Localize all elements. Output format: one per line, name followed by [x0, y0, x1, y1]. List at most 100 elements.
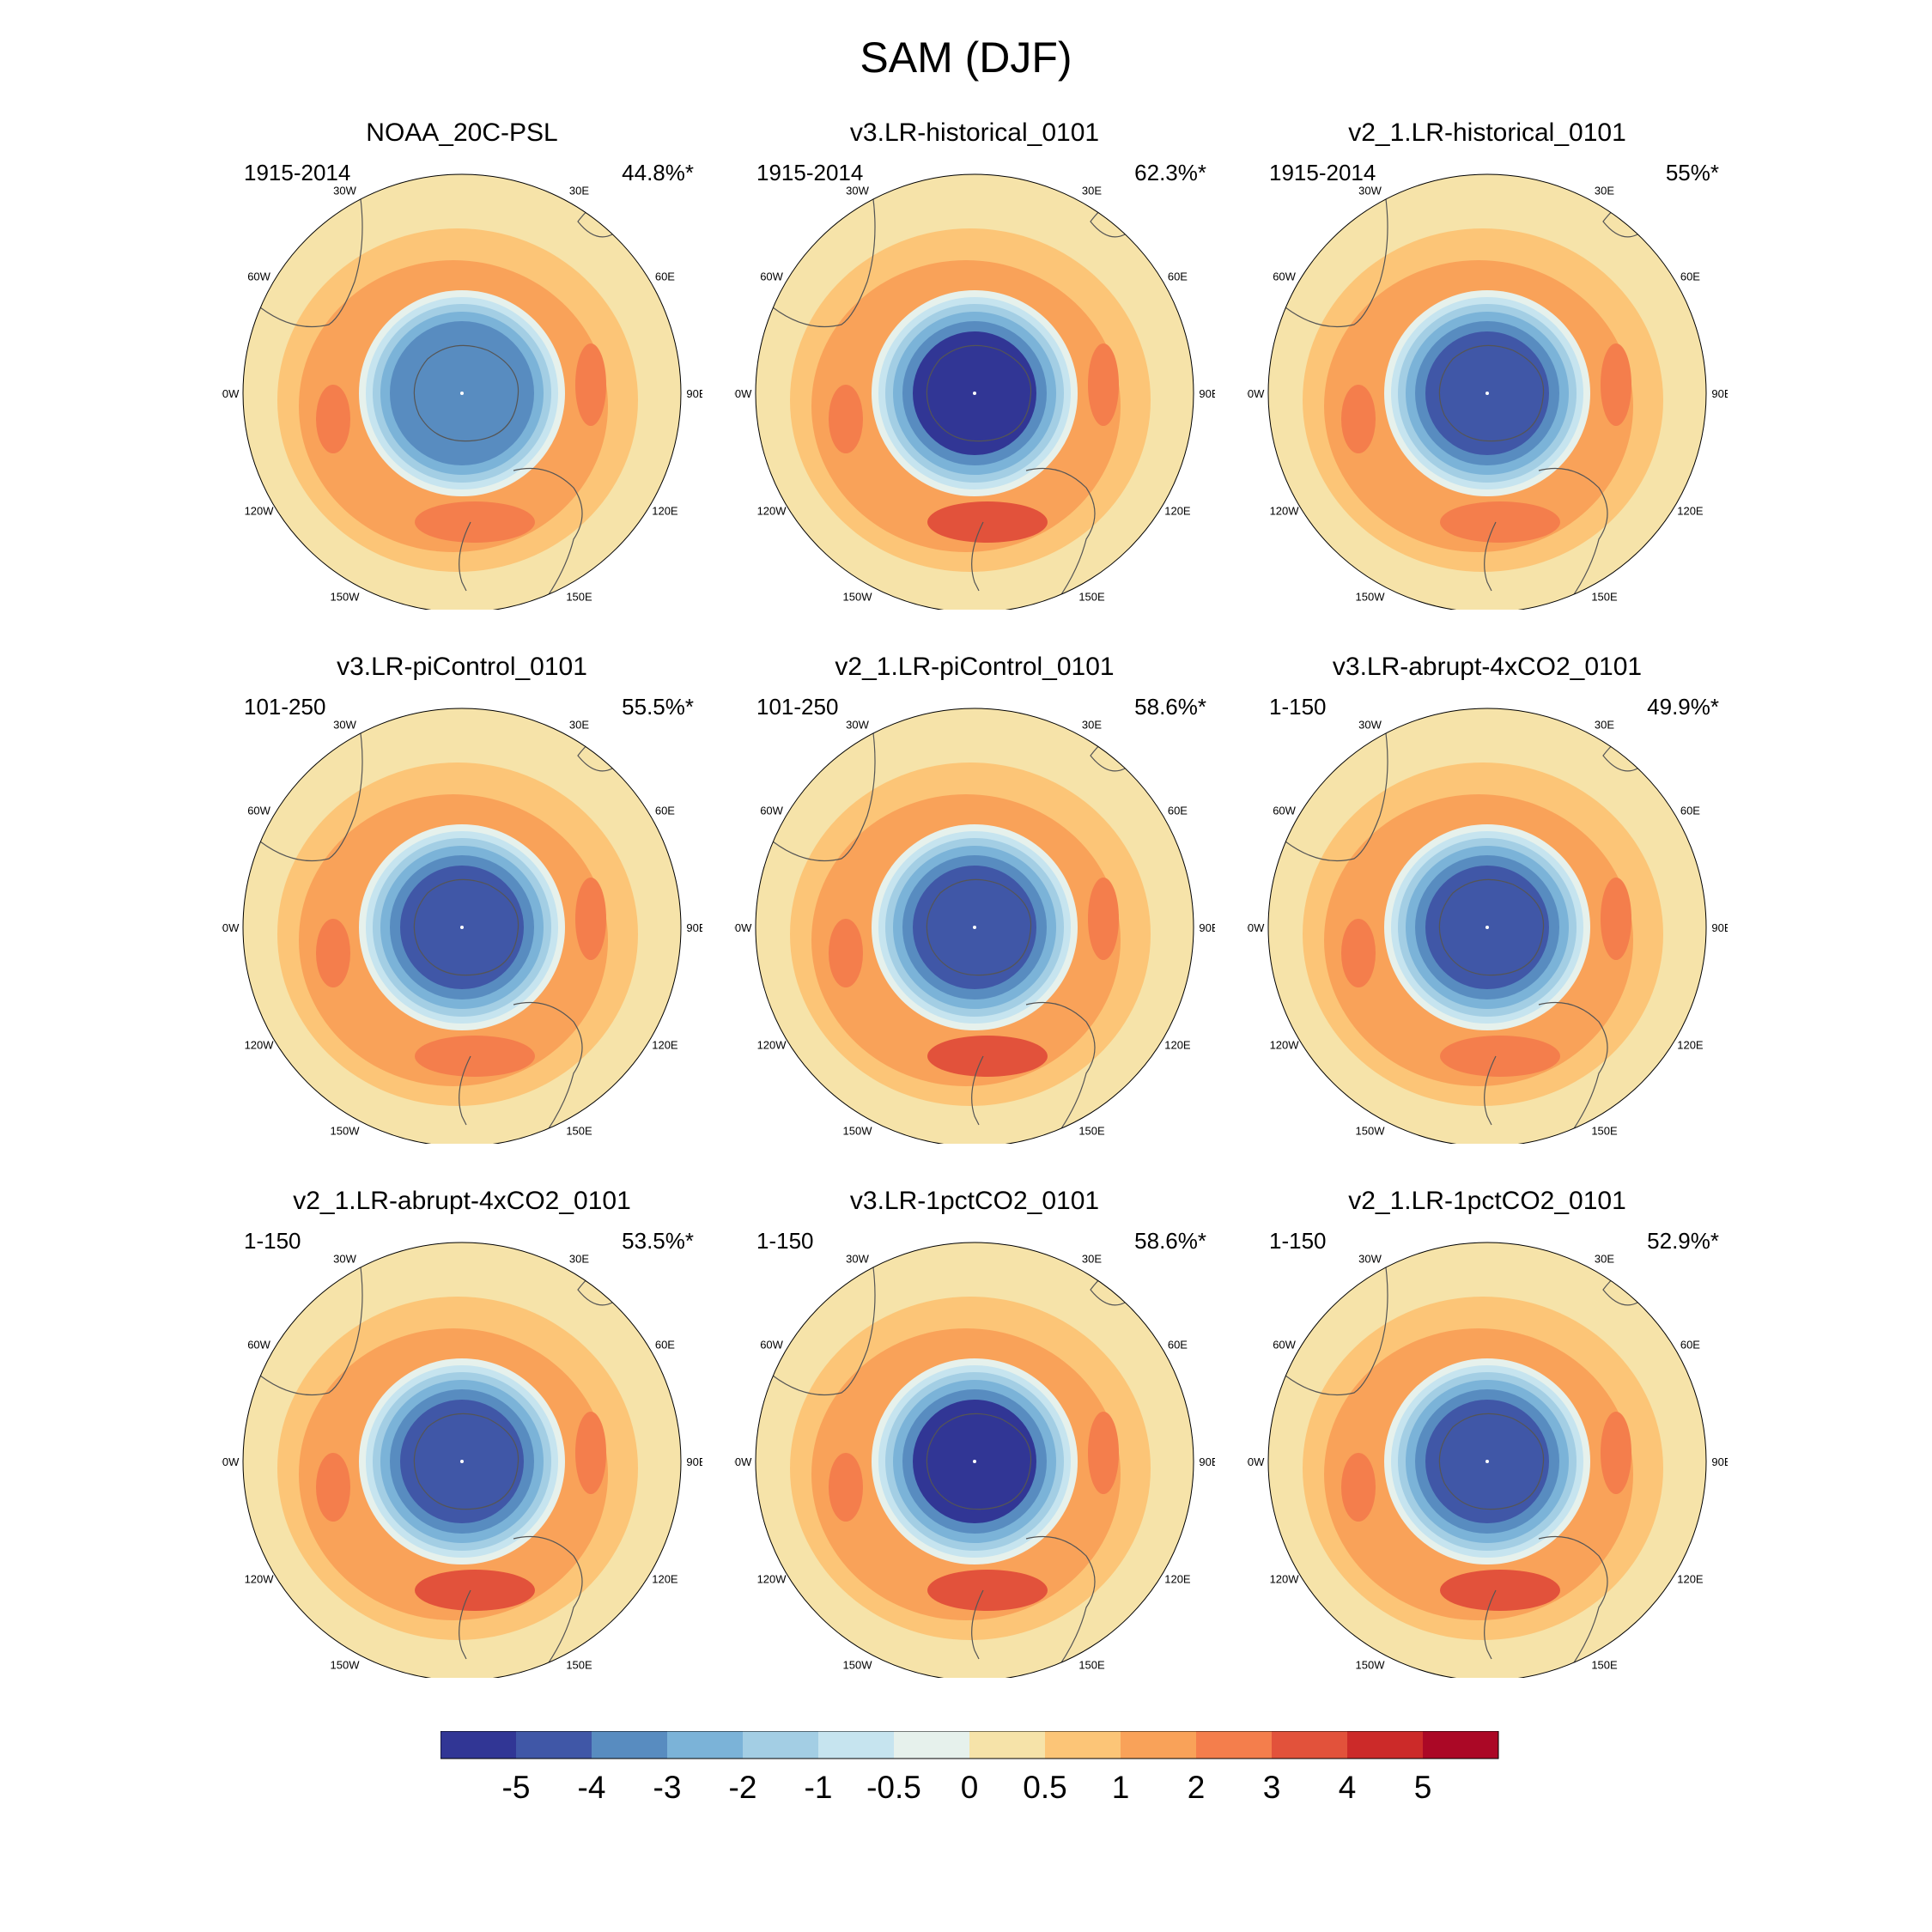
colorbar-swatch	[1121, 1731, 1196, 1759]
map-border	[242, 1242, 682, 1678]
contour-maximum-lobe	[1440, 501, 1560, 543]
longitude-label: 60W	[760, 270, 783, 283]
panel-title: v2_1.LR-historical_0101	[1348, 118, 1626, 147]
south-pole-marker	[973, 926, 976, 929]
longitude-label: 90E	[686, 921, 702, 934]
longitude-label: 120E	[1677, 505, 1704, 518]
map-border	[755, 173, 1194, 610]
longitude-label: 150E	[1078, 590, 1105, 603]
antarctica-coastline	[1438, 878, 1545, 976]
contour-maximum-lobe	[316, 385, 350, 453]
longitude-label: 30E	[569, 719, 589, 732]
longitude-label: 150E	[566, 590, 592, 603]
longitude-label: 0	[459, 1231, 465, 1234]
antarctica-coastline	[926, 1413, 1032, 1510]
south-america-coastline	[772, 720, 876, 861]
longitude-label: 30W	[333, 719, 356, 732]
longitude-label: 90E	[1711, 921, 1728, 934]
contour-maximum-lobe	[829, 1453, 863, 1522]
longitude-label: 90W	[222, 921, 240, 934]
longitude-label: 120W	[757, 1573, 787, 1586]
panel-variance-explained: 58.6%*	[1134, 694, 1206, 720]
south-america-coastline	[1285, 1255, 1388, 1395]
polar-map: 030E60E90E120E150E180150W120W90W60W30W	[222, 1231, 702, 1678]
longitude-label: 60E	[1680, 805, 1700, 817]
panel-period: 101-250	[756, 694, 839, 720]
panel-title: v3.LR-1pctCO2_0101	[849, 1187, 1100, 1215]
longitude-label: 120W	[245, 505, 275, 518]
longitude-label: 30W	[846, 719, 869, 732]
colorbar-swatch	[1347, 1731, 1423, 1759]
south-pole-marker	[973, 392, 976, 395]
contour-maximum-lobe	[1088, 343, 1119, 426]
longitude-label: 30W	[846, 1253, 869, 1266]
colorbar-swatch	[1196, 1731, 1272, 1759]
longitude-label: 60W	[1273, 805, 1296, 817]
longitude-label: 150W	[331, 590, 361, 603]
antarctica-coastline	[1438, 344, 1545, 442]
colorbar-tick-label: 0.5	[1023, 1770, 1066, 1805]
contour-maximum-lobe	[829, 385, 863, 453]
contour-maximum-lobe	[1341, 385, 1376, 453]
longitude-label: 120W	[1270, 1573, 1300, 1586]
polar-map: 030E60E90E120E150E180150W120W90W60W30W	[1247, 1231, 1728, 1678]
longitude-label: 150W	[1356, 1658, 1386, 1671]
new-zealand-coastline	[459, 1055, 471, 1126]
longitude-label: 30E	[569, 1253, 589, 1266]
australia-coastline	[1025, 1001, 1096, 1143]
longitude-label: 120W	[757, 505, 787, 518]
polar-map: 030E60E90E120E150E180150W120W90W60W30W	[734, 697, 1215, 1144]
contour-maximum-lobe	[1341, 1453, 1376, 1522]
australia-coastline	[513, 467, 583, 609]
longitude-label: 60W	[760, 1339, 783, 1352]
south-america-coastline	[259, 720, 363, 861]
longitude-label: 150E	[1078, 1658, 1105, 1671]
colorbar-swatch	[1045, 1731, 1121, 1759]
south-america-coastline	[259, 1255, 363, 1395]
colorbar-tick-label: -0.5	[866, 1770, 921, 1805]
longitude-label: 120E	[1164, 1039, 1191, 1052]
longitude-label: 120E	[1677, 1039, 1704, 1052]
longitude-label: 30E	[1595, 185, 1614, 197]
contour-maximum-lobe	[829, 919, 863, 987]
south-pole-marker	[973, 1460, 976, 1463]
longitude-label: 90E	[1711, 387, 1728, 400]
south-pole-marker	[460, 392, 464, 395]
longitude-label: 90W	[734, 387, 752, 400]
map-border	[1267, 708, 1707, 1144]
contour-maximum-lobe	[415, 501, 535, 543]
longitude-label: 90W	[734, 1455, 752, 1468]
south-pole-marker	[1485, 1460, 1489, 1463]
south-america-coastline	[1285, 720, 1388, 861]
south-america-coastline	[259, 186, 363, 327]
south-america-coastline	[1285, 186, 1388, 327]
longitude-label: 0	[971, 1231, 977, 1234]
longitude-label: 60W	[247, 1339, 270, 1352]
contour-maximum-lobe	[316, 1453, 350, 1522]
colorbar-swatch	[440, 1731, 516, 1759]
new-zealand-coastline	[459, 521, 471, 592]
new-zealand-coastline	[459, 1589, 471, 1660]
contour-maximum-lobe	[927, 1570, 1048, 1611]
colorbar-tick-label: 1	[1112, 1770, 1130, 1805]
longitude-label: 60W	[247, 270, 270, 283]
longitude-label: 120E	[1164, 1573, 1191, 1586]
antarctica-coastline	[413, 1413, 519, 1510]
south-pole-marker	[1485, 926, 1489, 929]
panel-title: v2_1.LR-1pctCO2_0101	[1348, 1187, 1626, 1215]
panel-period: 1-150	[244, 1228, 301, 1254]
longitude-label: 60W	[760, 805, 783, 817]
south-america-coastline	[772, 186, 876, 327]
australia-coastline	[513, 1535, 583, 1677]
contour-maximum-lobe	[1088, 878, 1119, 960]
longitude-label: 150W	[331, 1124, 361, 1137]
antarctica-coastline	[413, 344, 519, 442]
longitude-label: 120E	[652, 505, 678, 518]
longitude-label: 120E	[652, 1573, 678, 1586]
longitude-label: 150E	[566, 1658, 592, 1671]
panel-title: v2_1.LR-abrupt-4xCO2_0101	[293, 1187, 631, 1215]
longitude-label: 60E	[655, 270, 675, 283]
map-panel: v2_1.LR-1pctCO2_0101 1-150 52.9%* 0 30E 60E 90…	[1247, 1187, 1728, 1685]
map-border	[1267, 173, 1707, 610]
panel-variance-explained: 52.9%*	[1647, 1228, 1719, 1254]
